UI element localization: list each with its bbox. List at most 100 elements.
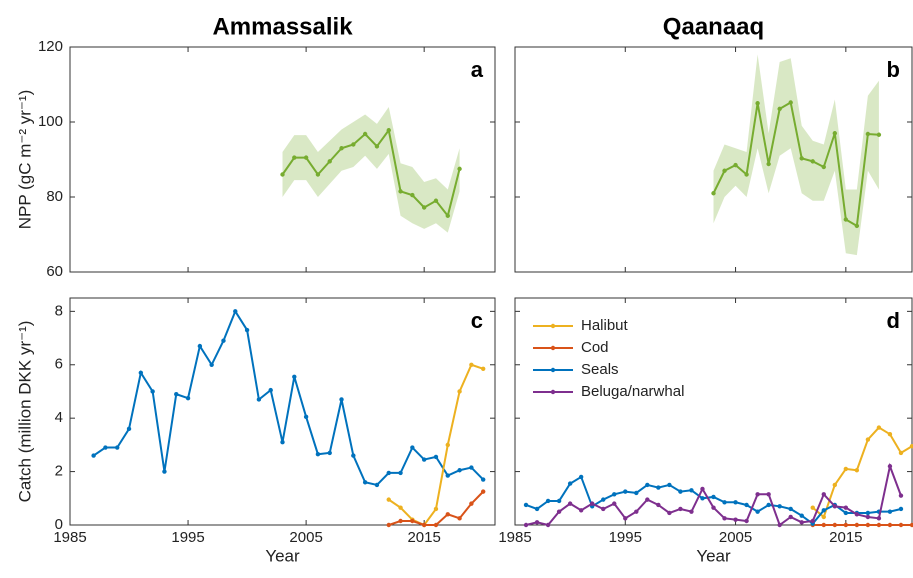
data-point <box>256 397 262 402</box>
data-point <box>433 522 439 528</box>
data-point <box>398 189 403 194</box>
data-point <box>421 457 427 462</box>
data-point <box>667 510 672 516</box>
x-axis-label: Year <box>696 546 731 565</box>
data-point <box>810 159 815 164</box>
data-point <box>821 508 826 513</box>
data-point <box>523 522 529 528</box>
panel-title: Ammassalik <box>212 13 353 40</box>
data-point <box>523 502 529 508</box>
data-point <box>469 501 474 506</box>
data-point <box>733 517 738 522</box>
data-point <box>534 520 540 525</box>
data-point <box>634 490 639 496</box>
data-point <box>876 425 882 430</box>
y-tick-label: 80 <box>46 188 63 205</box>
data-point <box>799 513 804 518</box>
data-point <box>788 506 793 512</box>
y-axis-label: NPP (gC m⁻² yr⁻¹) <box>15 90 34 229</box>
data-point <box>115 445 120 450</box>
y-tick-label: 2 <box>55 463 63 480</box>
data-point <box>766 502 771 508</box>
data-point <box>678 489 683 494</box>
data-point <box>433 506 439 512</box>
data-point <box>292 155 297 160</box>
x-tick-label: 1985 <box>498 529 531 546</box>
y-tick-label: 100 <box>38 113 63 130</box>
x-tick-label: 2015 <box>829 529 862 546</box>
data-point <box>315 452 321 457</box>
data-point <box>410 518 415 524</box>
panel-label: d <box>887 308 900 333</box>
panel-label: b <box>887 57 900 82</box>
data-point <box>578 508 584 513</box>
data-point <box>788 514 793 520</box>
y-tick-label: 120 <box>38 38 63 55</box>
y-tick-label: 60 <box>46 263 63 280</box>
series-line <box>712 100 879 228</box>
data-point <box>898 450 904 456</box>
data-point <box>386 470 391 476</box>
data-point <box>244 327 250 333</box>
data-point <box>480 477 486 482</box>
data-point <box>722 500 727 505</box>
x-tick-label: 2015 <box>407 529 440 546</box>
data-point <box>898 522 904 528</box>
data-point <box>821 164 826 170</box>
data-point <box>854 223 860 229</box>
data-point <box>854 468 860 473</box>
data-point <box>534 506 540 512</box>
data-point <box>398 470 403 476</box>
data-point <box>755 509 760 514</box>
data-point <box>810 518 815 524</box>
data-point <box>711 191 716 196</box>
legend-label: Halibut <box>581 317 629 334</box>
data-point <box>832 504 838 509</box>
x-tick-label: 1995 <box>171 529 204 546</box>
data-point <box>445 473 450 478</box>
data-point <box>303 414 309 420</box>
data-point <box>733 500 738 505</box>
data-point <box>410 445 415 450</box>
data-point <box>777 504 782 509</box>
y-tick-label: 8 <box>55 302 63 319</box>
data-point <box>810 505 815 510</box>
data-point <box>567 501 573 506</box>
data-point <box>843 466 849 472</box>
data-point <box>374 482 380 488</box>
data-point <box>280 172 285 177</box>
data-point <box>469 465 474 470</box>
data-point <box>843 217 849 222</box>
x-axis-label: Year <box>265 546 300 565</box>
data-point <box>821 514 826 520</box>
data-point <box>744 172 749 177</box>
data-point <box>711 505 716 510</box>
data-point <box>601 506 606 512</box>
data-point <box>457 389 462 394</box>
data-point <box>656 485 661 490</box>
data-point <box>623 516 628 521</box>
data-point <box>457 468 462 473</box>
data-point <box>865 131 871 137</box>
data-point <box>843 505 849 510</box>
data-point <box>744 502 749 508</box>
data-point <box>185 395 191 401</box>
data-point <box>138 370 144 375</box>
data-point <box>821 522 826 528</box>
data-point <box>221 338 226 343</box>
data-point <box>799 156 804 161</box>
data-point <box>457 516 462 521</box>
data-point <box>103 445 108 450</box>
data-point <box>445 442 450 448</box>
data-point <box>339 146 344 151</box>
data-point <box>854 522 860 528</box>
data-point <box>567 481 573 486</box>
x-tick-label: 1995 <box>609 529 642 546</box>
x-tick-label: 2005 <box>719 529 752 546</box>
data-point <box>197 343 203 349</box>
data-point <box>126 426 132 432</box>
data-point <box>327 450 332 456</box>
data-point <box>865 514 871 520</box>
data-point <box>689 509 694 514</box>
